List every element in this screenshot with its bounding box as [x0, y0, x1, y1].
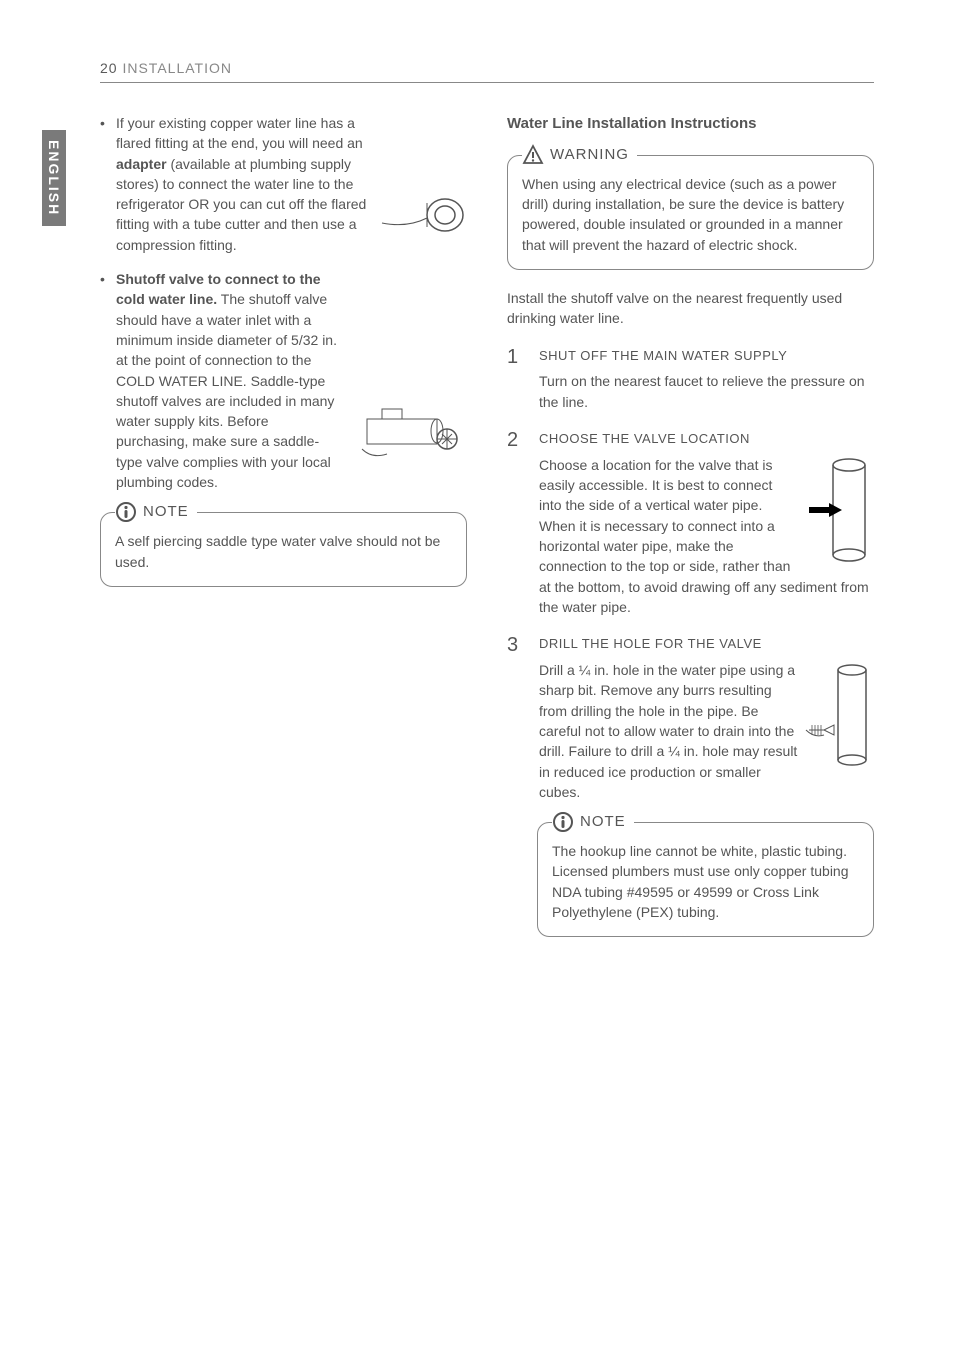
- right-column: Water Line Installation Instructions WAR…: [507, 113, 874, 937]
- bullet-adapter: • If your existing copper water line has…: [100, 113, 467, 255]
- left-column: • If your existing copper water line has…: [100, 113, 467, 937]
- step-title: SHUT OFF THE MAIN WATER SUPPLY: [539, 347, 874, 366]
- note-title: NOTE: [143, 501, 189, 523]
- step-1: 1 SHUT OFF THE MAIN WATER SUPPLY Turn on…: [507, 347, 874, 412]
- step-title: CHOOSE THE VALVE LOCATION: [539, 430, 874, 449]
- intro-text: Install the shutoff valve on the nearest…: [507, 288, 874, 329]
- bullet2-body: The shutoff valve should have a water in…: [116, 291, 337, 490]
- note-label: NOTE: [115, 501, 197, 523]
- page-number: 20: [100, 60, 118, 76]
- warning-title: WARNING: [550, 144, 629, 166]
- bullet1-text-a: If your existing copper water line has a…: [116, 115, 363, 151]
- section-name: INSTALLATION: [122, 60, 232, 76]
- bullet-shutoff-valve: • Shutoff valve to connect to the cold w…: [100, 269, 467, 492]
- language-tab: ENGLISH: [42, 130, 66, 226]
- step-title: DRILL THE HOLE FOR THE VALVE: [539, 635, 874, 654]
- step-number: 3: [507, 635, 525, 802]
- step-2: 2 CHOOSE THE VALVE LOCATION Choose a loc…: [507, 430, 874, 617]
- note-label: NOTE: [552, 811, 634, 833]
- bullet-dot: •: [100, 269, 116, 492]
- note-body: The hookup line cannot be white, plastic…: [552, 841, 859, 922]
- bullet1-bold: adapter: [116, 156, 167, 172]
- step3-body-text: Drill a ¼ in. hole in the water pipe usi…: [539, 662, 797, 800]
- bullet-body: If your existing copper water line has a…: [116, 113, 467, 255]
- bullet-body: Shutoff valve to connect to the cold wat…: [116, 269, 467, 492]
- warning-callout: WARNING When using any electrical device…: [507, 155, 874, 270]
- content-columns: • If your existing copper water line has…: [100, 113, 874, 937]
- water-line-heading: Water Line Installation Instructions: [507, 113, 874, 135]
- note-callout-left: NOTE A self piercing saddle type water v…: [100, 512, 467, 587]
- bullet-dot: •: [100, 113, 116, 255]
- step-number: 2: [507, 430, 525, 617]
- tube-fitting-illustration: [377, 193, 467, 248]
- warning-icon: [522, 144, 544, 166]
- note-body: A self piercing saddle type water valve …: [115, 531, 452, 572]
- step-text: Choose a location for the valve that is …: [539, 455, 874, 617]
- note-callout-right: NOTE The hookup line cannot be white, pl…: [537, 822, 874, 937]
- step-number: 1: [507, 347, 525, 412]
- saddle-valve-illustration: [347, 399, 467, 474]
- info-icon: [115, 501, 137, 523]
- vertical-pipe-illustration: [804, 455, 874, 570]
- page-header: 20 INSTALLATION: [100, 60, 874, 83]
- drill-pipe-illustration: [804, 660, 874, 775]
- step-text: Drill a ¼ in. hole in the water pipe usi…: [539, 660, 874, 802]
- step-text: Turn on the nearest faucet to relieve th…: [539, 371, 874, 412]
- step-3: 3 DRILL THE HOLE FOR THE VALVE: [507, 635, 874, 802]
- warning-body: When using any electrical device (such a…: [522, 174, 859, 255]
- note-title: NOTE: [580, 811, 626, 833]
- warning-label: WARNING: [522, 144, 637, 166]
- info-icon: [552, 811, 574, 833]
